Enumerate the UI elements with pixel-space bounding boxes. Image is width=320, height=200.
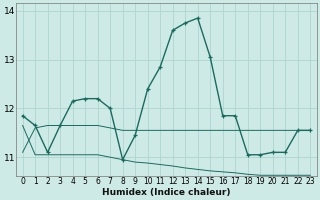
X-axis label: Humidex (Indice chaleur): Humidex (Indice chaleur) bbox=[102, 188, 231, 197]
